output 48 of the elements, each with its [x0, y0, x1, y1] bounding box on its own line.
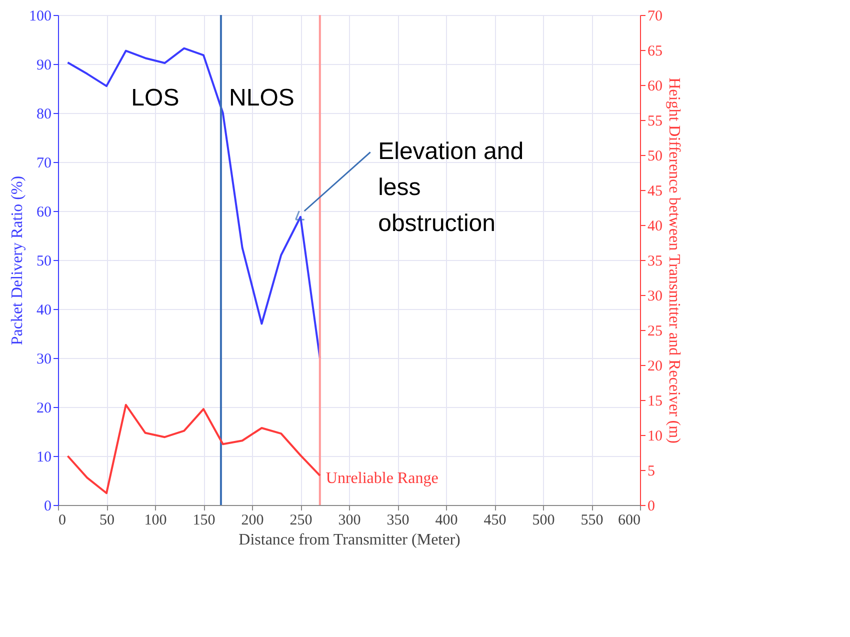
x-tick-label: 100: [144, 512, 167, 528]
ref-line-label: Unreliable Range: [326, 470, 438, 488]
line-series: [66, 404, 321, 494]
x-tick-label: 450: [484, 512, 506, 528]
x-tick-label: 400: [435, 512, 458, 528]
y2-tick-label: 35: [648, 254, 662, 270]
y-tick-label: 0: [44, 498, 52, 514]
y-tick-label: 50: [36, 254, 52, 270]
y2-tick-label: 25: [648, 324, 662, 340]
annotation: LOS: [131, 84, 180, 112]
y2-tick-label: 20: [648, 358, 662, 374]
x-tick-label: 500: [532, 512, 555, 528]
y-tick-label: 90: [36, 58, 52, 74]
y2-tick-label: 5: [648, 464, 655, 480]
x-tick-label: 300: [338, 512, 361, 528]
y2-tick-label: 45: [648, 184, 662, 200]
y-axis-title: Packet Delivery Ratio (%): [9, 176, 26, 346]
y2-tick-label: 30: [648, 288, 662, 304]
x-axis-title: Distance from Transmitter (Meter): [238, 532, 460, 548]
y2-tick-label: 50: [648, 148, 662, 164]
y-tick-label: 10: [36, 450, 52, 466]
x-tick-label: 50: [100, 512, 114, 528]
x-tick-label: 150: [192, 512, 216, 528]
y-tick-label: 30: [36, 352, 52, 368]
x-tick-label: 200: [241, 512, 264, 528]
annotation: NLOS: [229, 84, 294, 112]
y2-tick-label: 65: [648, 44, 662, 60]
y-tick-label: 20: [36, 400, 52, 416]
y-tick-label: 80: [36, 106, 52, 122]
x-tick-label: 0: [58, 512, 66, 528]
y-tick-label: 40: [36, 302, 52, 318]
y2-tick-label: 70: [648, 8, 662, 24]
y2-tick-label: 10: [648, 428, 662, 444]
y-tick-label: 100: [29, 8, 52, 24]
y-tick-label: 70: [36, 156, 52, 172]
annotation: Elevation and less obstruction: [378, 138, 524, 238]
x-tick-label: 350: [386, 512, 410, 528]
line-series: [66, 47, 321, 359]
y-tick-label: 60: [36, 204, 52, 220]
x-tick-label: 550: [580, 512, 604, 528]
y2-tick-label: 60: [648, 78, 662, 94]
y2-axis-title: Height Difference between Transmitter and Receiver (m): [666, 78, 682, 444]
y2-tick-label: 0: [648, 498, 655, 514]
y2-tick-label: 55: [648, 114, 662, 130]
x-tick-label: 250: [290, 512, 312, 528]
x-tick-label: 600: [618, 512, 640, 528]
y2-tick-label: 15: [648, 394, 662, 410]
y2-tick-label: 40: [648, 218, 662, 234]
